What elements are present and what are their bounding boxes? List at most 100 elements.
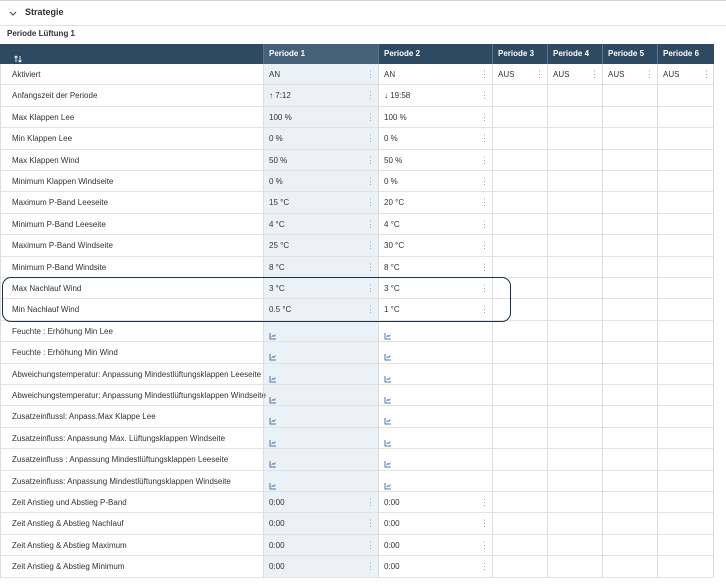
- chart-icon[interactable]: [269, 455, 277, 468]
- chart-icon[interactable]: [269, 370, 277, 383]
- cell-value[interactable]: AUS: [553, 70, 570, 79]
- chart-icon[interactable]: [384, 434, 392, 447]
- cell-value[interactable]: 0:00: [384, 562, 400, 572]
- more-menu[interactable]: ⋮: [366, 111, 375, 122]
- chart-icon[interactable]: [269, 348, 277, 361]
- cell-value[interactable]: AUS: [608, 70, 625, 79]
- cell-value[interactable]: 100 %: [384, 112, 407, 122]
- chart-icon[interactable]: [269, 434, 277, 447]
- row-label: Minimum Klappen Windseite: [12, 177, 114, 186]
- more-menu[interactable]: ⋮: [535, 69, 544, 79]
- cell-value[interactable]: 1 °C: [384, 305, 400, 315]
- cell-value[interactable]: 0:00: [384, 519, 400, 529]
- chart-icon[interactable]: [384, 412, 392, 425]
- section-header[interactable]: Strategie: [0, 0, 726, 26]
- cell-value[interactable]: 0 %: [384, 177, 398, 186]
- column-header[interactable]: Periode 4: [553, 49, 590, 58]
- more-menu[interactable]: ⋮: [480, 197, 489, 208]
- row-label: Anfangszeit der Periode: [12, 91, 98, 101]
- more-menu[interactable]: ⋮: [480, 154, 489, 165]
- column-header[interactable]: Periode 1: [269, 49, 306, 58]
- cell-value[interactable]: 50 %: [269, 155, 288, 165]
- cell-value[interactable]: 20 °C: [384, 198, 405, 208]
- more-menu[interactable]: ⋮: [480, 90, 489, 101]
- chart-icon[interactable]: [269, 477, 277, 490]
- cell-value[interactable]: 0:00: [384, 498, 400, 507]
- cell-value[interactable]: 0:00: [269, 562, 285, 572]
- cell-value[interactable]: AN: [269, 70, 281, 79]
- chart-icon[interactable]: [384, 327, 392, 340]
- column-header[interactable]: Periode 6: [663, 49, 700, 58]
- cell-value[interactable]: 0 %: [269, 177, 283, 186]
- column-header[interactable]: Periode 3: [498, 49, 535, 58]
- more-menu[interactable]: ⋮: [480, 69, 489, 79]
- cell-value[interactable]: 25 °C: [269, 241, 290, 251]
- more-menu[interactable]: ⋮: [480, 111, 489, 122]
- cell-value[interactable]: 0 %: [384, 134, 398, 144]
- cell-value[interactable]: 15 °C: [269, 198, 290, 208]
- chart-icon[interactable]: [384, 348, 392, 361]
- more-menu[interactable]: ⋮: [366, 283, 375, 293]
- more-menu[interactable]: ⋮: [480, 497, 489, 507]
- cell-value[interactable]: AUS: [663, 70, 680, 79]
- more-menu[interactable]: ⋮: [366, 539, 375, 550]
- row-label: Abweichungstemperatur: Anpassung Mindest…: [12, 369, 262, 379]
- more-menu[interactable]: ⋮: [366, 133, 375, 144]
- cell-value[interactable]: 50 %: [384, 155, 403, 165]
- more-menu[interactable]: ⋮: [480, 240, 489, 251]
- cell-value[interactable]: AN: [384, 70, 396, 79]
- cell-value[interactable]: ↑ 7:12: [269, 91, 291, 101]
- cell-value[interactable]: ↓ 19:58: [384, 91, 411, 101]
- cell-value[interactable]: 0.5 °C: [269, 305, 292, 315]
- more-menu[interactable]: ⋮: [480, 518, 489, 529]
- cell-value[interactable]: 3 °C: [269, 284, 285, 293]
- more-menu[interactable]: ⋮: [366, 240, 375, 251]
- cell-value[interactable]: 0:00: [384, 540, 400, 550]
- chart-icon[interactable]: [384, 391, 392, 404]
- cell-value[interactable]: 3 °C: [384, 284, 400, 293]
- more-menu[interactable]: ⋮: [366, 69, 375, 79]
- cell-value[interactable]: 0:00: [269, 540, 285, 550]
- more-menu[interactable]: ⋮: [480, 261, 489, 272]
- more-menu[interactable]: ⋮: [366, 304, 375, 315]
- cell-value[interactable]: 100 %: [269, 112, 292, 122]
- cell-value[interactable]: 8 °C: [269, 262, 285, 272]
- column-header[interactable]: Periode 2: [384, 49, 421, 58]
- more-menu[interactable]: ⋮: [480, 539, 489, 550]
- more-menu[interactable]: ⋮: [480, 304, 489, 315]
- cell-value[interactable]: AUS: [498, 70, 515, 79]
- more-menu[interactable]: ⋮: [366, 561, 375, 572]
- cell-value[interactable]: 0 %: [269, 134, 283, 144]
- more-menu[interactable]: ⋮: [366, 90, 375, 101]
- more-menu[interactable]: ⋮: [645, 69, 654, 79]
- cell-value[interactable]: 4 °C: [269, 219, 285, 229]
- cell-value[interactable]: 4 °C: [384, 219, 400, 229]
- more-menu[interactable]: ⋮: [366, 154, 375, 165]
- cell-value[interactable]: 8 °C: [384, 262, 400, 272]
- more-menu[interactable]: ⋮: [480, 283, 489, 293]
- cell-value[interactable]: 0:00: [269, 519, 285, 529]
- more-menu[interactable]: ⋮: [702, 69, 711, 79]
- column-header[interactable]: Periode 5: [608, 49, 645, 58]
- chart-icon[interactable]: [384, 455, 392, 468]
- more-menu[interactable]: ⋮: [366, 261, 375, 272]
- more-menu[interactable]: ⋮: [480, 176, 489, 186]
- chart-icon[interactable]: [384, 370, 392, 383]
- chart-icon[interactable]: [384, 477, 392, 490]
- more-menu[interactable]: ⋮: [480, 133, 489, 144]
- chart-icon[interactable]: [269, 391, 277, 404]
- more-menu[interactable]: ⋮: [590, 69, 599, 79]
- more-menu[interactable]: ⋮: [366, 197, 375, 208]
- chart-icon[interactable]: [269, 412, 277, 425]
- cell-value[interactable]: 30 °C: [384, 241, 405, 251]
- sort-icon[interactable]: [14, 50, 22, 63]
- chart-icon[interactable]: [269, 327, 277, 340]
- more-menu[interactable]: ⋮: [366, 497, 375, 507]
- more-menu[interactable]: ⋮: [480, 561, 489, 572]
- chevron-icon[interactable]: [9, 10, 17, 18]
- more-menu[interactable]: ⋮: [366, 176, 375, 186]
- more-menu[interactable]: ⋮: [366, 518, 375, 529]
- more-menu[interactable]: ⋮: [480, 218, 489, 229]
- cell-value[interactable]: 0:00: [269, 498, 285, 507]
- more-menu[interactable]: ⋮: [366, 218, 375, 229]
